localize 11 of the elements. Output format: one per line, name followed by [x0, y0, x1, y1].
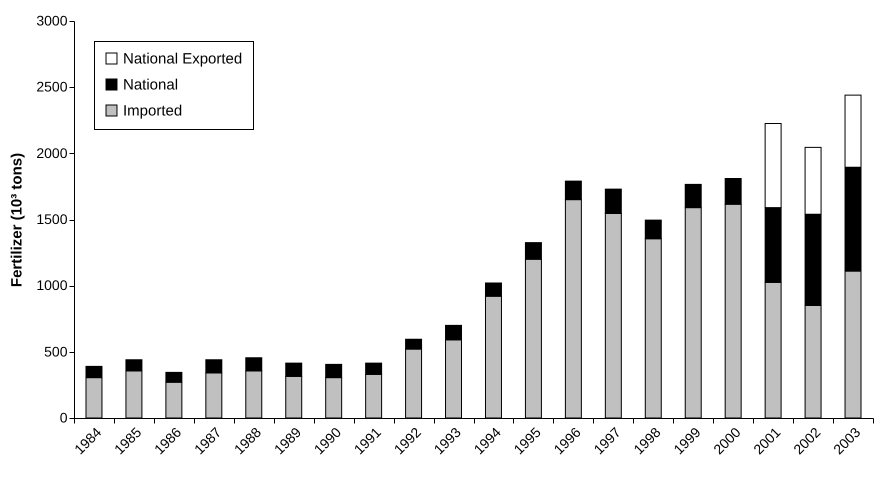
legend-label: Imported [123, 102, 182, 120]
y-tick-label: 1000 [36, 277, 68, 294]
y-axis-title: Fertilizer (10³ tons) [8, 152, 26, 288]
legend-label: National [123, 76, 178, 94]
y-tick-label: 500 [44, 343, 68, 360]
y-tick-label: 2500 [36, 78, 68, 95]
y-tick-label: 2000 [36, 144, 68, 161]
y-tick-label: 3000 [36, 12, 68, 28]
y-tick-label: 1500 [36, 211, 68, 227]
y-tick-label: 0 [60, 410, 68, 426]
legend-label: National Exported [123, 50, 242, 68]
